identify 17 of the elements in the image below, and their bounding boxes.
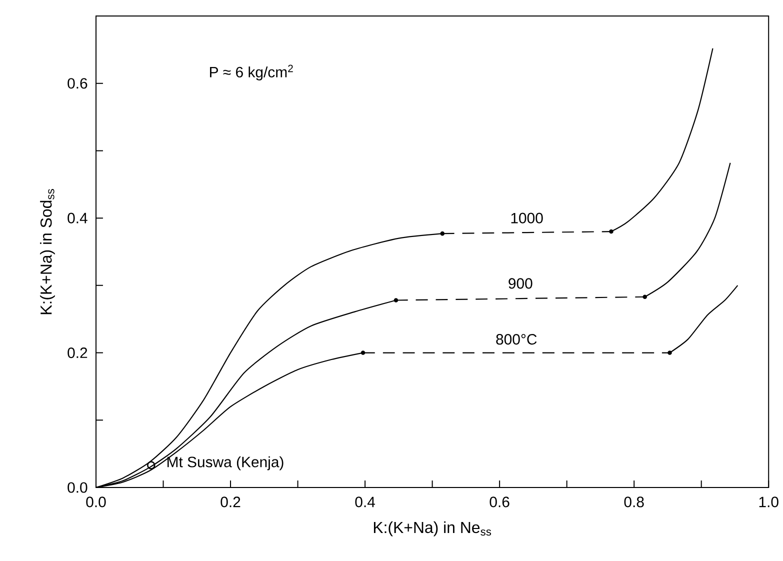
y-tick-label: 0.2 (68, 347, 88, 358)
x-tick-label: 0.8 (624, 496, 644, 508)
annotation: P ≈ 6 kg/cm$^{2}$ (210, 64, 293, 80)
x-tick-label: 1.0 (759, 496, 778, 508)
x-tick-label: 0.0 (86, 496, 106, 508)
y-tick-label: 0.4 (68, 212, 88, 224)
y-axis-title: K:(K+Na) in Sod$_{ss}$ (40, 189, 55, 314)
series-label: 1000 (511, 212, 543, 224)
x-axis-title: K:(K+Na) in Ne$_{ss}$ (374, 521, 492, 536)
x-tick-label: 0.6 (490, 496, 510, 508)
x-tick-label: 0.2 (220, 496, 240, 508)
y-tick-label: 0.6 (68, 78, 88, 89)
x-tick-label: 0.4 (355, 496, 375, 508)
series-label: 800°C (496, 334, 537, 345)
series-label: Mt Suswa (Kenja) (168, 456, 284, 470)
y-tick-label: 0.0 (68, 482, 88, 493)
series-label: 900 (508, 278, 532, 289)
